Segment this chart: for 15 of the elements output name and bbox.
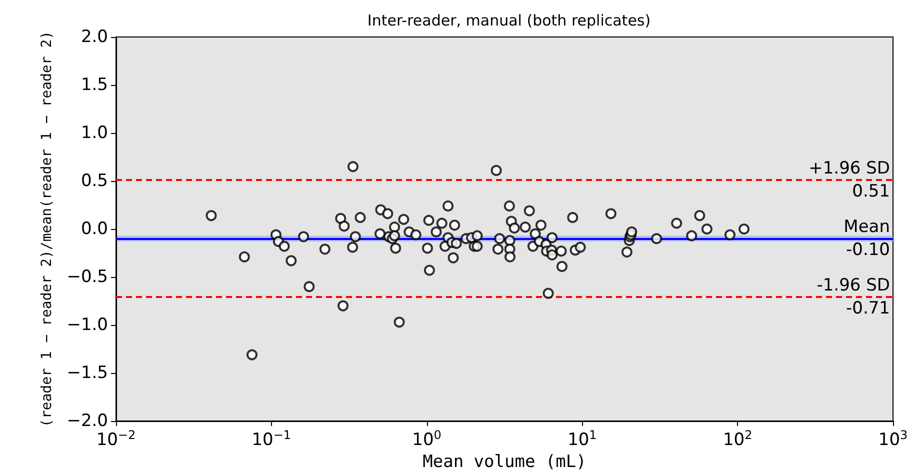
- y-tick-label: −0.5: [66, 267, 108, 287]
- y-tick-label: −1.0: [66, 315, 108, 335]
- ref-line-label: -1.96 SD -0.71: [816, 276, 890, 319]
- y-tick-label: 2.0: [80, 27, 108, 47]
- y-tick-label: 0.0: [80, 219, 108, 239]
- y-axis-title: (reader 1 − reader 2)/mean(reader 1 − reader 2): [39, 30, 55, 428]
- y-tick-label: 1.0: [80, 123, 108, 143]
- y-tick-label: 1.5: [80, 75, 108, 95]
- x-axis-title: Mean volume (mL): [422, 452, 586, 472]
- y-tick-label: 0.5: [80, 171, 108, 191]
- y-tick-label: −2.0: [66, 411, 108, 431]
- y-tick-label: −1.5: [66, 363, 108, 383]
- ref-line-label: +1.96 SD 0.51: [808, 158, 890, 202]
- ref-line-label: Mean -0.10: [844, 217, 890, 260]
- chart-title: Inter-reader, manual (both replicates): [367, 12, 651, 30]
